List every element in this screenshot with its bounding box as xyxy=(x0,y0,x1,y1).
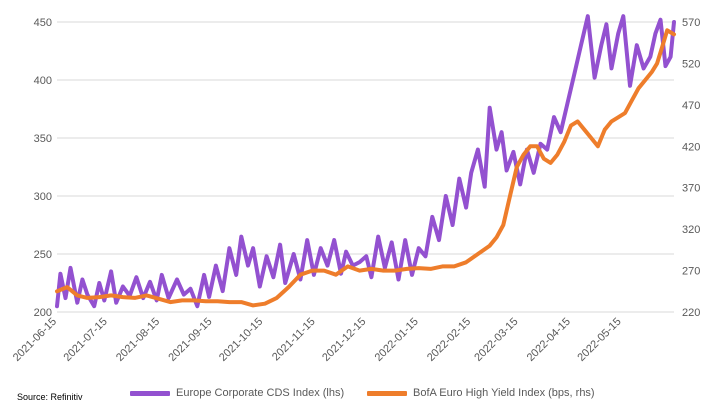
x-tick-label: 2022-05-15 xyxy=(575,316,623,364)
right-tick-label: 220 xyxy=(682,307,700,319)
legend-swatch-hy xyxy=(367,390,407,396)
x-tick-label: 2021-07-15 xyxy=(62,316,110,364)
x-axis: 2021-06-15 2021-07-15 2021-08-15 2021-09-15… xyxy=(11,316,624,364)
plot-area xyxy=(55,14,676,309)
source-note: Source: Refinitiv xyxy=(17,392,83,402)
legend-item-hy: BofA Euro High Yield Index (bps, rhs) xyxy=(367,387,595,399)
x-tick-label: 2021-12-15 xyxy=(320,316,368,364)
x-tick-label: 2022-02-15 xyxy=(425,316,473,364)
legend-label-hy: BofA Euro High Yield Index (bps, rhs) xyxy=(413,387,595,399)
left-tick-label: 350 xyxy=(34,133,52,145)
right-tick-label: 520 xyxy=(682,58,700,70)
legend-item-cds: Europe Corporate CDS Index (lhs) xyxy=(130,387,344,399)
x-tick-label: 2021-10-15 xyxy=(217,316,265,364)
x-tick-label: 2021-09-15 xyxy=(166,316,214,364)
left-tick-label: 450 xyxy=(34,17,52,29)
right-axis: 220 270 320 370 420 470 520 570 xyxy=(682,17,700,319)
x-tick-label: 2022-03-15 xyxy=(472,316,520,364)
gridlines xyxy=(57,21,674,313)
right-tick-label: 370 xyxy=(682,183,700,195)
x-tick-label: 2021-06-15 xyxy=(11,316,59,364)
x-tick-label: 2022-01-15 xyxy=(373,316,421,364)
legend-label-cds: Europe Corporate CDS Index (lhs) xyxy=(176,387,345,399)
left-tick-label: 400 xyxy=(34,75,52,87)
left-tick-label: 300 xyxy=(34,191,52,203)
right-tick-label: 470 xyxy=(682,100,700,112)
right-tick-label: 570 xyxy=(682,17,700,29)
legend-swatch-cds xyxy=(130,390,170,396)
series-line-cds xyxy=(55,14,676,309)
x-tick-label: 2022-04-15 xyxy=(525,316,573,364)
x-tick-label: 2021-08-15 xyxy=(114,316,162,364)
right-tick-label: 320 xyxy=(682,224,700,236)
right-tick-label: 420 xyxy=(682,141,700,153)
series-line-hy xyxy=(55,28,676,308)
left-tick-label: 250 xyxy=(34,249,52,261)
right-tick-label: 270 xyxy=(682,266,700,278)
left-tick-label: 200 xyxy=(34,307,52,319)
x-tick-label: 2021-11-15 xyxy=(270,316,318,364)
left-axis: 200 250 300 350 400 450 xyxy=(34,17,52,319)
